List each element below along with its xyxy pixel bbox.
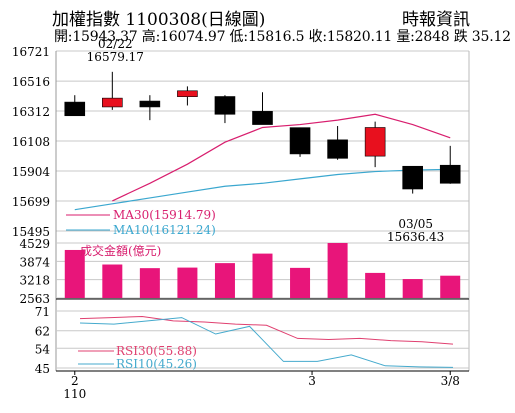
candle-body <box>64 101 86 117</box>
ma30-line <box>112 113 451 202</box>
price-tick-label: 16516 <box>12 75 50 89</box>
volume-bar <box>365 272 386 298</box>
x-tick-label: 3/8 <box>441 374 460 388</box>
x-tick-label: 3 <box>308 374 316 388</box>
price-tick-label: 15495 <box>12 225 50 239</box>
chart-title: 加權指數 1100308(日線圖) <box>52 10 266 30</box>
volume-bar <box>64 249 85 298</box>
candle-body <box>139 100 161 108</box>
x-tick-sublabel: 110 <box>63 387 86 401</box>
price-tick-label: 16312 <box>12 105 50 119</box>
candle-body <box>252 111 273 125</box>
volume-axis-label: 成交金額(億元) <box>80 243 161 258</box>
volume-bar <box>214 263 235 298</box>
annotation-value: 16579.17 <box>87 50 144 64</box>
candle-body <box>327 139 348 159</box>
price-tick-label: 16108 <box>12 135 50 149</box>
candle-body <box>177 90 198 97</box>
volume-bar <box>102 264 123 298</box>
volume-bar <box>402 279 423 298</box>
candle-body <box>364 127 386 157</box>
volume-tick-label: 3874 <box>19 255 50 269</box>
rsi10-line <box>79 317 454 368</box>
ma-legend-label: MA30(15914.79) <box>113 208 216 222</box>
candle-body <box>214 96 236 115</box>
rsi-tick-label: 45 <box>35 362 50 376</box>
volume-tick-label: 3218 <box>19 274 50 288</box>
candle-body <box>402 165 423 190</box>
annotation-date: 02/22 <box>98 37 133 51</box>
volume-tick-label: 2563 <box>19 292 50 306</box>
annotation-date: 03/05 <box>398 217 433 231</box>
price-tick-label: 15904 <box>12 165 51 179</box>
volume-bar <box>290 267 311 298</box>
ohlc-summary: 開:15943.37 高:16074.97 低:15816.5 收:15820.… <box>54 29 511 45</box>
ma-legend-label: MA10(16121.24) <box>113 223 216 237</box>
volume-bar <box>139 268 160 298</box>
source-label: 時報資訊 <box>402 10 470 30</box>
rsi-legend-label: RSI30(55.88) <box>116 344 197 358</box>
price-tick-label: 15699 <box>12 195 50 209</box>
price-tick-label: 16721 <box>12 45 50 59</box>
x-tick-label: 2 <box>71 374 79 388</box>
candle-body <box>439 164 461 184</box>
rsi-tick-label: 71 <box>35 305 50 319</box>
volume-bar <box>440 275 461 298</box>
rsi-legend-label: RSI10(45.26) <box>116 357 197 371</box>
ma10-line <box>74 168 451 211</box>
rsi30-line <box>79 315 454 345</box>
candle-body <box>289 127 311 155</box>
volume-bar <box>177 267 198 298</box>
rsi-tick-label: 54 <box>35 342 51 356</box>
annotation-value: 15636.43 <box>387 230 444 244</box>
volume-tick-label: 4529 <box>19 237 50 251</box>
volume-bar <box>252 253 273 298</box>
candle-body <box>102 97 123 108</box>
rsi-tick-label: 62 <box>35 325 50 339</box>
volume-bar <box>327 243 348 298</box>
